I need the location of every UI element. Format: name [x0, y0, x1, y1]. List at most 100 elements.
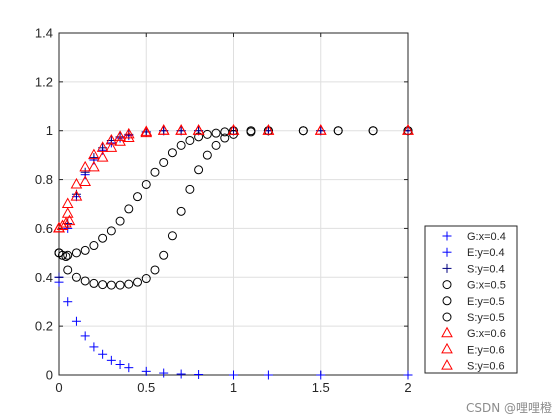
data-point: [114, 130, 126, 141]
data-point: [220, 127, 230, 137]
data-point: [402, 124, 414, 135]
watermark-text: CSDN @哩哩橙: [465, 401, 552, 415]
data-point: [105, 141, 118, 152]
legend-marker: [441, 326, 453, 338]
data-point: [202, 150, 212, 160]
data-point: [159, 157, 169, 167]
data-point: [98, 233, 108, 243]
legend-marker: [442, 231, 452, 241]
data-point: [211, 140, 221, 150]
data-point: [316, 370, 326, 380]
series-5: [54, 248, 71, 262]
data-point: [60, 217, 72, 228]
data-point: [124, 279, 134, 289]
legend-marker: [441, 359, 453, 370]
data-point: [133, 192, 143, 202]
data-point: [150, 167, 160, 177]
data-point: [194, 165, 204, 175]
data-point: [141, 179, 151, 189]
data-point: [98, 280, 108, 290]
data-point: [88, 148, 100, 160]
legend-entry-label: E:y=0.6: [467, 344, 505, 356]
data-point: [159, 250, 169, 260]
y-tick-label: 1.2: [35, 74, 53, 89]
data-point: [96, 151, 109, 162]
data-point: [176, 206, 186, 216]
data-point: [115, 359, 125, 369]
data-point: [314, 124, 327, 135]
data-point: [157, 124, 170, 135]
data-point: [89, 153, 99, 163]
data-point: [141, 274, 151, 284]
x-tick-label: 0: [55, 380, 62, 395]
data-markers: [53, 124, 414, 380]
legend-entry-label: S:y=0.6: [467, 361, 505, 373]
data-point: [63, 214, 76, 226]
legend: G:x=0.4 E:y=0.4 S:y=0.4 G:x=0.5 E:y=0.5 S:y=0…: [424, 225, 518, 374]
data-point: [115, 280, 125, 290]
data-point: [262, 124, 275, 135]
data-point: [220, 133, 230, 143]
legend-entry-label: G:x=0.4: [467, 231, 506, 243]
y-tick-label: 1: [46, 123, 53, 138]
y-tick-label: 1.4: [35, 26, 53, 41]
legend-entry-label: G:x=0.5: [467, 280, 506, 292]
data-point: [229, 370, 238, 380]
data-point: [176, 140, 186, 150]
legend-entry-label: E:y=0.5: [467, 296, 505, 308]
data-point: [192, 124, 205, 135]
x-tick-label: 1: [230, 380, 237, 395]
data-point: [63, 265, 73, 275]
y-tick-label: 0: [46, 368, 53, 383]
data-point: [80, 245, 90, 255]
data-point: [71, 316, 81, 326]
data-point: [115, 216, 125, 226]
data-point: [61, 207, 74, 218]
data-point: [106, 355, 116, 365]
data-point: [227, 124, 240, 135]
data-point: [122, 131, 135, 143]
data-point: [403, 370, 413, 380]
data-point: [88, 160, 100, 172]
data-point: [150, 265, 160, 275]
data-point: [63, 250, 73, 260]
data-point: [185, 135, 195, 145]
legend-marker: [442, 312, 452, 322]
y-tick-label: 0.2: [35, 319, 53, 334]
data-point: [368, 126, 378, 136]
data-point: [141, 366, 151, 376]
data-point: [71, 248, 81, 258]
data-point: [185, 184, 195, 194]
data-point: [61, 252, 71, 262]
data-point: [80, 276, 90, 286]
data-point: [98, 349, 108, 359]
data-point: [176, 369, 186, 379]
legend-entry-label: S:y=0.4: [467, 263, 505, 275]
data-point: [80, 331, 90, 341]
data-point: [122, 127, 135, 139]
data-point: [194, 132, 204, 142]
data-point: [140, 126, 153, 138]
data-point: [175, 124, 187, 135]
data-point: [263, 370, 273, 380]
legend-marker: [442, 263, 452, 273]
data-point: [167, 231, 177, 241]
y-tick-label: 0.6: [35, 221, 53, 236]
data-point: [194, 370, 204, 380]
axis-ticks: 0 0.5 1 1.5 2 0 0.2 0.4 0.6 0.8 1 1.2 1.4: [35, 26, 412, 396]
data-point: [159, 368, 169, 378]
data-point: [106, 226, 116, 236]
data-point: [70, 190, 83, 201]
x-tick-label: 1.5: [312, 380, 330, 395]
data-point: [54, 272, 64, 282]
data-point: [79, 175, 92, 187]
data-point: [89, 278, 99, 288]
data-point: [140, 125, 153, 136]
y-tick-label: 0.8: [35, 172, 53, 187]
data-point: [80, 167, 90, 177]
legend-entry-label: E:y=0.4: [467, 247, 505, 259]
legend-marker: [442, 280, 452, 290]
legend-box: [424, 225, 518, 374]
legend-marker: [442, 247, 452, 257]
